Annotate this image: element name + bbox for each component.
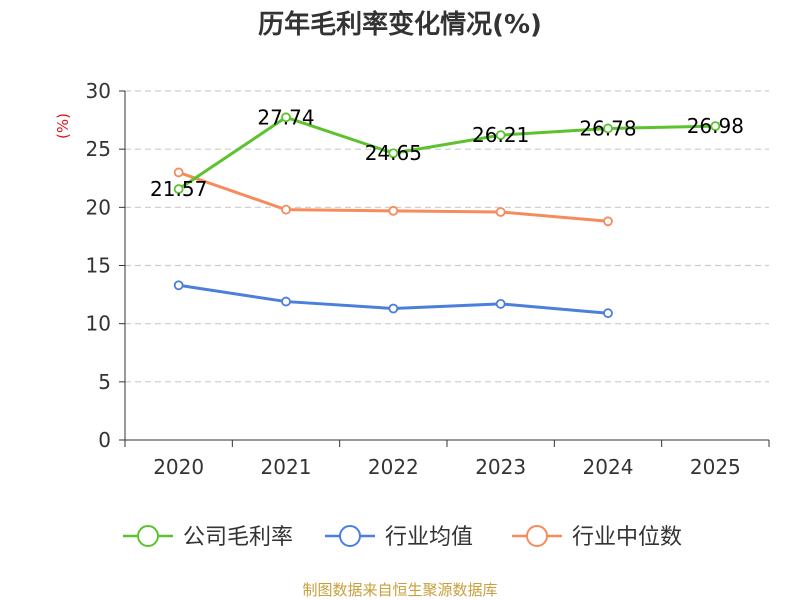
y-axis-label: (%) — [54, 113, 72, 139]
legend-marker — [137, 525, 159, 547]
data-point — [281, 112, 291, 123]
data-point — [388, 205, 399, 216]
legend-marker — [526, 525, 548, 547]
chart-title: 历年毛利率变化情况(%) — [258, 9, 542, 40]
data-point — [495, 298, 506, 309]
x-tick-label: 2022 — [368, 455, 419, 479]
x-tick-label: 2025 — [690, 455, 741, 479]
data-point — [603, 308, 613, 319]
y-tick-label: 20 — [86, 195, 111, 219]
legend-label: 公司毛利率 — [183, 525, 293, 550]
data-point — [173, 167, 184, 178]
data-point — [173, 184, 184, 194]
x-tick-label: 2024 — [583, 455, 634, 479]
data-label: 21.57 — [150, 177, 207, 201]
x-tick-label: 2020 — [153, 455, 204, 479]
x-tick-label: 2021 — [261, 455, 312, 479]
series-line — [177, 115, 716, 191]
data-point — [495, 130, 506, 140]
y-tick-label: 30 — [86, 79, 111, 103]
y-tick-label: 25 — [86, 137, 111, 161]
legend-marker — [339, 525, 361, 547]
data-label: 27.74 — [257, 105, 314, 129]
data-point — [710, 121, 721, 132]
data-label: 26.98 — [687, 114, 744, 138]
data-point — [388, 303, 399, 314]
data-point — [281, 296, 291, 307]
y-tick-label: 10 — [86, 312, 111, 336]
data-point — [281, 204, 291, 215]
y-tick-label: 5 — [98, 370, 111, 394]
data-point — [388, 148, 399, 159]
data-point — [603, 216, 613, 227]
legend-label: 行业中位数 — [572, 525, 682, 550]
data-point — [603, 123, 613, 134]
y-tick-label: 0 — [98, 428, 111, 452]
legend-label: 行业均值 — [385, 525, 473, 550]
source-note: 制图数据来自恒生聚源数据库 — [302, 581, 497, 599]
data-point — [495, 207, 506, 217]
data-label: 24.65 — [365, 141, 422, 165]
legend: 公司毛利率 行业均值 行业中位数 — [123, 525, 682, 550]
data-label: 26.78 — [579, 116, 636, 140]
data-label: 26.21 — [472, 123, 529, 147]
y-tick-label: 15 — [86, 254, 111, 278]
x-tick-label: 2023 — [475, 455, 526, 479]
data-point — [173, 280, 184, 291]
